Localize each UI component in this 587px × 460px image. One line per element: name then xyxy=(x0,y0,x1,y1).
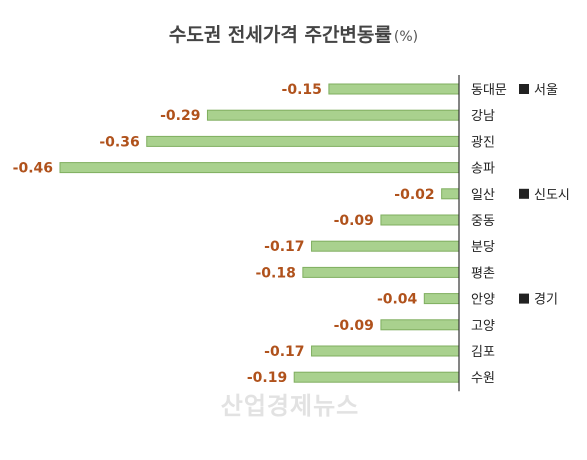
value-label-송파: -0.46 xyxy=(13,161,53,177)
category-label-광진: 광진 xyxy=(471,135,495,150)
category-label-안양: 안양 xyxy=(471,293,495,308)
bar-평촌 xyxy=(302,266,460,278)
bar-수원 xyxy=(293,371,460,383)
value-label-동대문: -0.15 xyxy=(282,82,322,98)
watermark: 산업경제뉴스 xyxy=(220,392,360,420)
value-label-수원: -0.19 xyxy=(247,370,287,386)
category-label-평촌: 평촌 xyxy=(471,266,495,281)
bar-중동 xyxy=(380,214,460,226)
chart-title-unit: (%) xyxy=(393,29,419,45)
value-label-강남: -0.29 xyxy=(160,108,200,124)
value-label-일산: -0.02 xyxy=(394,187,434,203)
bar-김포 xyxy=(311,345,460,357)
bar-송파 xyxy=(59,162,460,174)
group-marker-신도시 xyxy=(519,188,529,199)
value-label-김포: -0.17 xyxy=(264,344,304,360)
category-label-중동: 중동 xyxy=(471,214,495,229)
value-label-안양: -0.04 xyxy=(377,292,418,308)
value-label-분당: -0.17 xyxy=(264,239,304,255)
category-label-송파: 송파 xyxy=(471,162,495,177)
bar-일산 xyxy=(441,188,460,200)
group-label-서울: 서울 xyxy=(534,83,558,98)
category-label-고양: 고양 xyxy=(471,319,495,334)
bar-고양 xyxy=(380,319,460,331)
group-marker-경기 xyxy=(519,293,529,304)
bar-분당 xyxy=(311,240,460,252)
category-label-분당: 분당 xyxy=(471,240,495,255)
chart-title-block: 수도권 전세가격 주간변동률 (%) xyxy=(0,20,587,47)
value-label-평촌: -0.18 xyxy=(256,265,296,281)
value-label-중동: -0.09 xyxy=(334,213,374,229)
category-label-동대문: 동대문 xyxy=(471,83,507,98)
category-label-김포: 김포 xyxy=(471,345,495,360)
bar-광진 xyxy=(146,135,460,147)
category-label-일산: 일산 xyxy=(471,188,495,203)
group-label-신도시: 신도시 xyxy=(534,188,570,203)
category-label-강남: 강남 xyxy=(471,109,495,124)
category-label-수원: 수원 xyxy=(471,371,495,386)
chart-title: 수도권 전세가격 주간변동률 xyxy=(168,24,392,46)
bar-강남 xyxy=(206,109,460,121)
bar-안양 xyxy=(423,293,460,305)
group-label-경기: 경기 xyxy=(534,293,558,308)
value-label-고양: -0.09 xyxy=(334,318,374,334)
value-label-광진: -0.36 xyxy=(99,134,139,150)
group-marker-서울 xyxy=(519,84,529,94)
bar-동대문 xyxy=(328,83,460,95)
